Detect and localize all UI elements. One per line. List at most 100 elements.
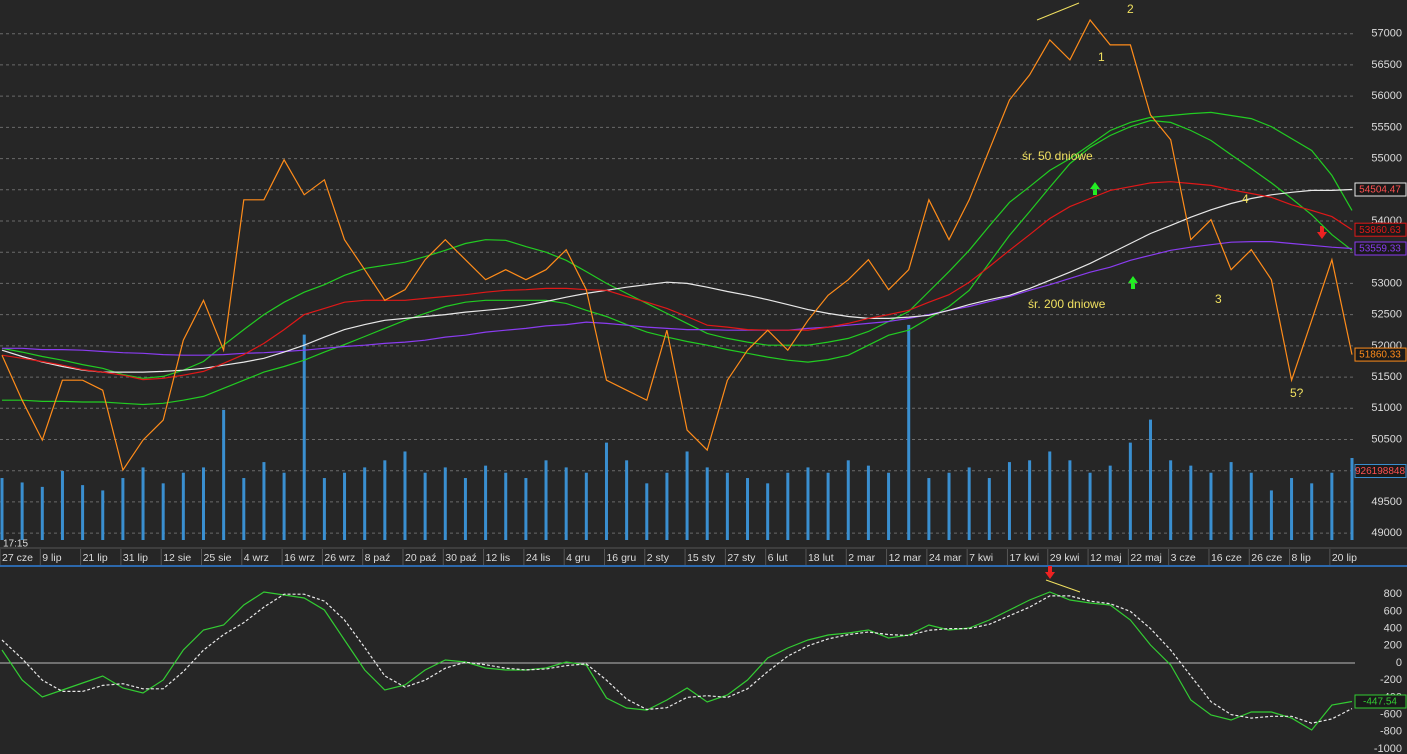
volume-bar bbox=[20, 482, 24, 540]
volume-bar bbox=[645, 483, 649, 540]
volume-bar bbox=[343, 472, 347, 540]
last-value-label: 53860.63 bbox=[1359, 225, 1401, 236]
x-tick-label: 26 wrz bbox=[324, 552, 355, 564]
volume-bar bbox=[665, 472, 669, 540]
x-tick-label: 17 kwi bbox=[1009, 552, 1039, 564]
volume-bar bbox=[1169, 460, 1173, 540]
volume-bar bbox=[544, 460, 548, 540]
volume-bar bbox=[725, 472, 729, 540]
volume-bar bbox=[705, 467, 709, 540]
volume-bar bbox=[1068, 460, 1072, 540]
x-tick-label: 24 mar bbox=[929, 552, 962, 564]
x-tick-label: 8 lip bbox=[1292, 552, 1311, 564]
last-value-label: -447.54 bbox=[1363, 697, 1397, 708]
last-value-label: 54504.47 bbox=[1359, 185, 1401, 196]
x-tick-label: 3 cze bbox=[1171, 552, 1196, 564]
volume-bar bbox=[907, 324, 911, 540]
y-tick-label: 52500 bbox=[1371, 309, 1402, 321]
volume-bar bbox=[806, 467, 810, 540]
x-tick-label: 20 lip bbox=[1332, 552, 1357, 564]
x-tick-label: 27 cze bbox=[2, 552, 33, 564]
last-value-box bbox=[1354, 694, 1407, 709]
last-value-box bbox=[1354, 347, 1407, 362]
y-tick-label: -200 bbox=[1380, 674, 1402, 686]
volume-bar bbox=[1007, 462, 1011, 540]
x-tick-label: 6 lut bbox=[768, 552, 788, 564]
y-tick-label: 50500 bbox=[1371, 433, 1402, 445]
volume-bar bbox=[987, 478, 991, 540]
volume-bar bbox=[181, 472, 185, 540]
volume-bar bbox=[1350, 458, 1354, 540]
volume-bar bbox=[484, 465, 488, 540]
y-tick-label: 0 bbox=[1396, 657, 1402, 669]
sell-arrow bbox=[1045, 566, 1055, 579]
volume-bar bbox=[81, 485, 85, 540]
last-value-label: 926198848 bbox=[1355, 466, 1405, 477]
buy-arrow bbox=[1090, 182, 1100, 195]
volume-bar bbox=[1108, 465, 1112, 540]
x-tick-label: 30 paź bbox=[445, 552, 477, 564]
volume-bar bbox=[604, 442, 608, 540]
trend-line bbox=[1036, 2, 1080, 21]
volume-bar bbox=[1249, 472, 1253, 540]
last-value-label: 53559.33 bbox=[1359, 244, 1401, 255]
volume-bar bbox=[101, 490, 105, 540]
series-line bbox=[2, 241, 1353, 356]
volume-bar bbox=[887, 472, 891, 540]
volume-bar bbox=[1330, 472, 1334, 540]
annotation: śr. 200 dniowe bbox=[1028, 297, 1106, 311]
x-tick-label: 15 sty bbox=[687, 552, 716, 564]
y-tick-label: -1000 bbox=[1374, 743, 1402, 754]
series-line bbox=[1, 18, 1353, 472]
volume-bar bbox=[1229, 462, 1233, 540]
x-tick-label: 26 cze bbox=[1251, 552, 1282, 564]
y-tick-label: 57000 bbox=[1371, 28, 1402, 40]
volume-bar bbox=[302, 334, 306, 540]
volume-bar bbox=[504, 472, 508, 540]
x-tick-label: 4 wrz bbox=[244, 552, 269, 564]
volume-bar bbox=[60, 470, 64, 540]
x-tick-label: 12 lis bbox=[486, 552, 511, 564]
volume-bar bbox=[1189, 465, 1193, 540]
volume-bar bbox=[1088, 472, 1092, 540]
x-tick-label: 7 kwi bbox=[969, 552, 993, 564]
x-tick-label: 2 mar bbox=[848, 552, 875, 564]
volume-bar bbox=[141, 467, 145, 540]
volume-bar bbox=[463, 478, 467, 540]
y-tick-label: 49500 bbox=[1371, 496, 1402, 508]
volume-bar bbox=[967, 467, 971, 540]
volume-bar bbox=[40, 486, 44, 540]
x-tick-label: 12 mar bbox=[889, 552, 922, 564]
volume-bar bbox=[403, 451, 407, 540]
annotation: 1 bbox=[1098, 50, 1105, 64]
x-tick-label: 18 lut bbox=[808, 552, 834, 564]
series-line bbox=[1, 111, 1353, 379]
volume-bar bbox=[524, 478, 528, 540]
x-tick-label: 4 gru bbox=[566, 552, 590, 564]
y-tick-label: 51500 bbox=[1371, 371, 1402, 383]
y-tick-label: 56000 bbox=[1371, 90, 1402, 102]
annotation: śr. 50 dniowe bbox=[1022, 149, 1093, 163]
volume-bar bbox=[1128, 442, 1132, 540]
volume-bar bbox=[423, 472, 427, 540]
x-tick-label: 25 sie bbox=[203, 552, 231, 564]
x-tick-label: 12 sie bbox=[163, 552, 191, 564]
x-tick-label: 16 gru bbox=[606, 552, 636, 564]
y-tick-label: 600 bbox=[1384, 605, 1402, 617]
x-tick-label: 27 sty bbox=[727, 552, 756, 564]
y-tick-label: 49000 bbox=[1371, 527, 1402, 539]
volume-bar bbox=[746, 478, 750, 540]
y-tick-label: -800 bbox=[1380, 726, 1402, 738]
volume-bar bbox=[1269, 490, 1273, 540]
x-tick-label: 16 wrz bbox=[284, 552, 315, 564]
volume-bar bbox=[322, 478, 326, 540]
volume-bar bbox=[1028, 460, 1032, 540]
volume-bar bbox=[564, 467, 568, 540]
x-tick-label: 22 maj bbox=[1130, 552, 1162, 564]
volume-bar bbox=[1209, 472, 1213, 540]
annotation: 5? bbox=[1290, 386, 1304, 400]
x-tick-label: 29 kwi bbox=[1050, 552, 1080, 564]
